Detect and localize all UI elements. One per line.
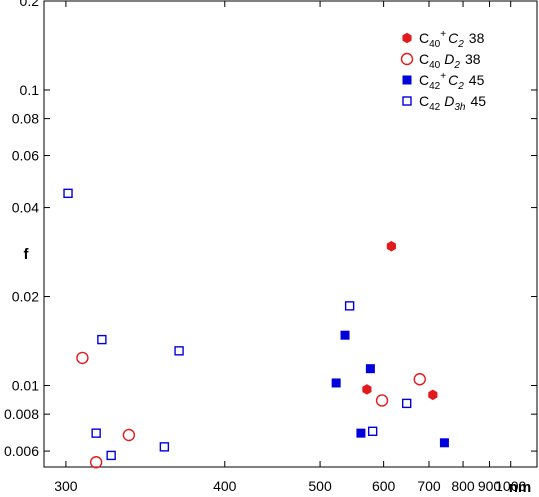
legend-marker: [400, 52, 414, 66]
legend-marker: [402, 96, 412, 106]
data-point: [63, 188, 73, 199]
data-point: [402, 398, 412, 409]
data-point: [106, 450, 116, 461]
legend-entry: C42 D3h 45: [402, 93, 486, 113]
x-tick-label: 600: [372, 478, 396, 494]
data-point: [386, 240, 396, 252]
y-tick-label: 0.01: [12, 378, 39, 394]
data-point: [375, 394, 389, 407]
data-point: [356, 428, 366, 438]
x-tick-label: 500: [308, 478, 332, 494]
data-point: [91, 428, 101, 438]
data-point: [365, 364, 375, 374]
x-tick-label: 300: [54, 478, 78, 494]
legend-entry: C40 D2 38: [400, 51, 481, 71]
legend-entry: C42+ C2 45: [402, 71, 485, 92]
x-tick-label: 1000: [495, 478, 526, 494]
legend-label: C40+ C2 38: [419, 29, 485, 50]
data-point: [428, 389, 438, 401]
x-tick-label: 400: [213, 478, 237, 494]
data-point: [159, 442, 170, 452]
x-tick-label: 700: [417, 478, 441, 494]
data-point: [439, 438, 449, 448]
x-tick-label: 800: [451, 478, 475, 494]
y-tick-label: 0.008: [4, 406, 39, 422]
legend-marker: [402, 32, 412, 44]
data-point: [174, 346, 184, 356]
data-points: [63, 188, 449, 469]
data-point: [76, 351, 89, 365]
y-tick-label: 0.2: [20, 0, 40, 9]
y-tick-label: 0.006: [4, 443, 39, 459]
data-point: [344, 301, 355, 311]
y-tick-label: 0.08: [12, 111, 39, 127]
x-axis-title: nm: [509, 479, 532, 496]
data-point: [413, 373, 426, 386]
y-tick-label: 0.1: [20, 82, 40, 98]
data-point: [122, 428, 136, 442]
data-point: [89, 456, 103, 469]
legend-label: C42+ C2 45: [419, 71, 485, 92]
y-axis-title: f: [24, 246, 30, 263]
legend-label: C42 D3h 45: [419, 93, 486, 113]
legend-label: C40 D2 38: [419, 51, 481, 71]
legend-entry: C40+ C2 38: [402, 29, 485, 50]
data-point: [362, 384, 372, 395]
data-point: [340, 330, 350, 340]
plot-frame: [43, 0, 538, 468]
legend-marker: [402, 75, 412, 85]
y-tick-label: 0.02: [12, 289, 39, 305]
x-tick-label: 900: [478, 478, 502, 494]
data-point: [367, 426, 378, 436]
data-point: [97, 334, 107, 345]
data-point: [331, 378, 341, 388]
y-tick-label: 0.04: [12, 200, 39, 216]
axis-ticks: [44, 0, 537, 467]
y-tick-label: 0.06: [12, 148, 39, 164]
